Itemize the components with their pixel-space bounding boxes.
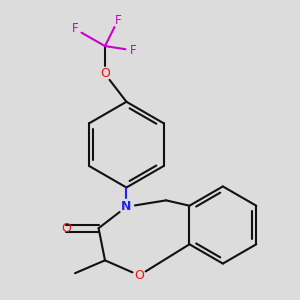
Text: N: N xyxy=(121,200,132,213)
Text: F: F xyxy=(130,44,136,57)
Text: F: F xyxy=(115,14,121,27)
Text: F: F xyxy=(72,22,78,35)
Text: O: O xyxy=(134,269,144,282)
Text: O: O xyxy=(61,222,71,235)
Text: O: O xyxy=(100,68,110,80)
